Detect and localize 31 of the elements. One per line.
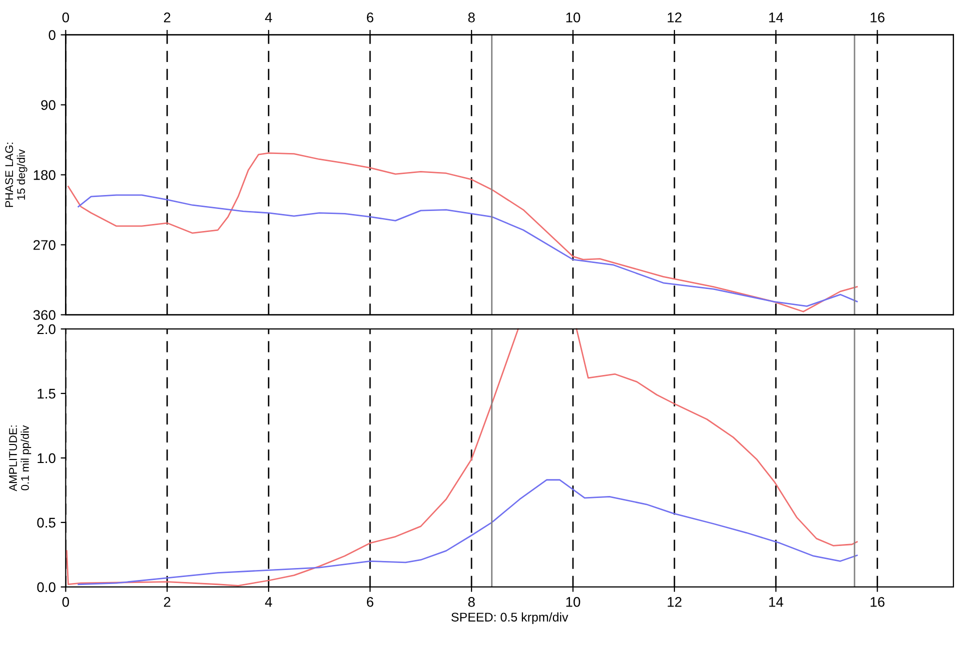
y-tick-label: 1.0 xyxy=(38,453,56,464)
x2-tick-label: 8 xyxy=(468,12,475,22)
x-tick-label: 8 xyxy=(468,597,475,607)
y-tick-label: 180 xyxy=(34,170,56,180)
x2-tick-label: 10 xyxy=(566,12,580,22)
x2-tick-label: 4 xyxy=(265,12,272,22)
y-tick-label: 270 xyxy=(33,240,56,250)
x-tick-label: 16 xyxy=(870,597,884,607)
y-axis-title: PHASE LAG: 15 deg/div xyxy=(5,142,28,207)
y-tick-label: 0.5 xyxy=(37,518,56,528)
x2-tick-label: 16 xyxy=(870,12,884,22)
x-tick-label: 2 xyxy=(164,597,170,607)
x2-tick-label: 2 xyxy=(164,12,170,22)
x-tick-label: 0 xyxy=(62,597,70,607)
y-tick-label: 90 xyxy=(41,100,56,110)
x-axis-title: SPEED: 0.5 krpm/div xyxy=(451,612,568,624)
y-axis-title: AMPLITUDE: 0.1 mil pp/div xyxy=(9,425,32,492)
x-tick-label: 12 xyxy=(668,597,682,607)
y-tick-label: 0.0 xyxy=(37,582,56,592)
y-tick-label: 0 xyxy=(48,30,56,40)
x2-tick-label: 6 xyxy=(366,12,374,22)
y-tick-label: 2.0 xyxy=(37,324,56,334)
x2-tick-label: 14 xyxy=(769,12,784,22)
x-tick-label: 6 xyxy=(366,597,374,607)
x2-tick-label: 12 xyxy=(668,12,682,22)
x-tick-label: 4 xyxy=(265,597,272,607)
x-tick-label: 10 xyxy=(566,597,580,607)
x-tick-label: 14 xyxy=(769,597,784,607)
y-tick-label: 360 xyxy=(33,310,56,320)
y-tick-label: 1.5 xyxy=(38,388,56,399)
x2-tick-label: 0 xyxy=(62,12,70,22)
